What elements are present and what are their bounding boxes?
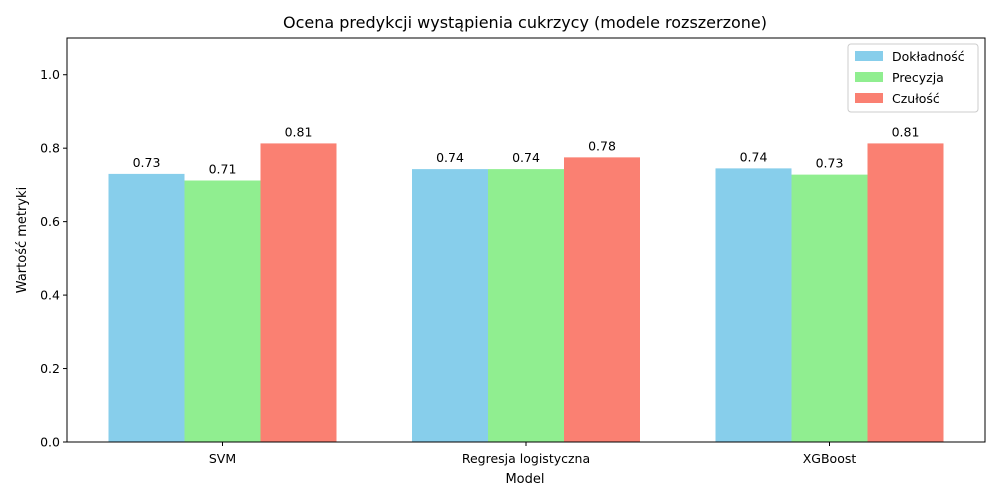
- chart-title: Ocena predykcji wystąpienia cukrzycy (mo…: [283, 13, 767, 32]
- y-tick-label: 0.0: [40, 435, 60, 450]
- bar: [260, 143, 337, 442]
- y-axis-label: Wartość metryki: [15, 187, 30, 293]
- x-tick-label: SVM: [209, 451, 236, 466]
- y-tick-label: 0.8: [40, 141, 60, 156]
- legend: Dokładność Precyzja Czułość: [847, 43, 979, 113]
- bar: [108, 173, 185, 442]
- plot-frame: [66, 37, 986, 443]
- bar: [564, 157, 640, 442]
- bar-value-label: 0.81: [892, 124, 920, 139]
- bar: [184, 180, 261, 442]
- bar-value-label: 0.71: [209, 162, 237, 177]
- legend-swatch: [855, 51, 883, 61]
- plot-area: 0.0 0.2 0.4 0.6 0.8 1.0 0.73 0.71 0.81 SVM 0.74 0.7…: [40, 67, 944, 466]
- bar: [867, 143, 944, 442]
- y-tick-label: 0.4: [40, 288, 60, 303]
- legend-label: Precyzja: [892, 70, 944, 85]
- x-tick-label: XGBoost: [803, 451, 857, 466]
- bar-value-label: 0.78: [588, 138, 616, 153]
- x-tick-label: Regresja logistyczna: [462, 451, 590, 466]
- x-axis-label: Model: [505, 472, 544, 487]
- bar: [791, 174, 868, 442]
- bar-value-label: 0.74: [436, 150, 464, 165]
- legend-swatch: [855, 72, 883, 82]
- bar: [412, 169, 488, 442]
- bar-value-label: 0.73: [133, 155, 161, 170]
- bar: [715, 168, 792, 442]
- bar-value-label: 0.73: [816, 156, 844, 171]
- legend-swatch: [855, 93, 883, 103]
- legend-label: Czułość: [892, 91, 940, 106]
- legend-label: Dokładność: [892, 49, 965, 64]
- bar: [488, 169, 564, 442]
- bar-value-label: 0.81: [285, 124, 313, 139]
- bar-value-label: 0.74: [512, 150, 540, 165]
- y-tick-label: 0.6: [40, 214, 60, 229]
- y-tick-label: 0.2: [40, 361, 60, 376]
- y-tick-label: 1.0: [40, 67, 60, 82]
- bar-value-label: 0.74: [740, 149, 768, 164]
